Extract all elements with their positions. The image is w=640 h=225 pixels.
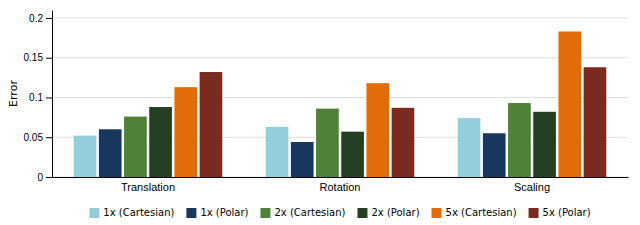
legend-item: 1x (Cartesian) bbox=[89, 207, 174, 218]
plot: 0 0.05 0.1 0.15 0.2 Translation Rotation Scalin… bbox=[24, 11, 629, 193]
y-axis-line bbox=[52, 11, 53, 178]
legend-label: 5x (Polar) bbox=[543, 207, 591, 218]
bar bbox=[266, 127, 289, 177]
y-tick-mark bbox=[46, 177, 52, 178]
bar bbox=[533, 112, 556, 177]
y-tick-mark bbox=[46, 137, 52, 138]
bar bbox=[341, 132, 364, 177]
y-axis: 0 0.05 0.1 0.15 0.2 bbox=[24, 11, 53, 183]
bar bbox=[392, 108, 415, 177]
bar bbox=[291, 142, 314, 177]
y-tick: 0.2 bbox=[29, 13, 52, 24]
legend-swatch bbox=[529, 208, 539, 218]
bar bbox=[149, 107, 172, 177]
y-axis-title: Error bbox=[7, 80, 20, 107]
legend-item: 5x (Cartesian) bbox=[432, 207, 517, 218]
grid-line bbox=[52, 97, 628, 98]
grid bbox=[52, 18, 628, 177]
y-tick-mark bbox=[46, 58, 52, 59]
legend-swatch bbox=[357, 208, 367, 218]
bars bbox=[74, 31, 607, 177]
legend-label: 5x (Cartesian) bbox=[446, 207, 517, 218]
bar-series bbox=[200, 67, 607, 177]
x-tick-label: Rotation bbox=[320, 181, 361, 193]
y-tick-mark bbox=[46, 18, 52, 19]
y-tick: 0.15 bbox=[24, 52, 52, 63]
legend-swatch bbox=[432, 208, 442, 218]
legend-item: 5x (Polar) bbox=[529, 207, 591, 218]
legend-label: 1x (Polar) bbox=[200, 207, 248, 218]
bar-series bbox=[174, 31, 581, 177]
bar bbox=[366, 83, 389, 177]
y-tick-mark bbox=[46, 97, 52, 98]
legend-label: 1x (Cartesian) bbox=[103, 207, 174, 218]
bar bbox=[99, 129, 122, 177]
x-tick: Translation bbox=[121, 181, 175, 193]
bar bbox=[483, 133, 506, 177]
y-tick: 0 bbox=[37, 172, 52, 183]
y-tick-label: 0.2 bbox=[29, 13, 43, 24]
legend-label: 2x (Polar) bbox=[371, 207, 419, 218]
legend-item: 2x (Cartesian) bbox=[260, 207, 345, 218]
x-tick-label: Scaling bbox=[514, 181, 550, 193]
y-tick-label: 0.1 bbox=[29, 92, 43, 103]
legend-item: 2x (Polar) bbox=[357, 207, 419, 218]
grid-line bbox=[52, 57, 628, 58]
x-tick: Scaling bbox=[514, 181, 550, 193]
legend-label: 2x (Cartesian) bbox=[274, 207, 345, 218]
legend-swatch bbox=[89, 208, 99, 218]
y-tick-label: 0.05 bbox=[24, 132, 44, 143]
legend-item: 1x (Polar) bbox=[186, 207, 248, 218]
legend-swatch bbox=[186, 208, 196, 218]
bar bbox=[458, 118, 481, 177]
bar bbox=[558, 31, 581, 177]
legend-swatch bbox=[260, 208, 270, 218]
chart: 0 0.05 0.1 0.15 0.2 Translation Rotation Scalin… bbox=[0, 0, 640, 225]
bar bbox=[200, 72, 223, 177]
grid-line bbox=[52, 17, 628, 18]
bar bbox=[508, 103, 531, 177]
y-tick: 0.1 bbox=[29, 92, 52, 103]
x-tick-label: Translation bbox=[121, 181, 175, 193]
y-tick: 0.05 bbox=[24, 132, 52, 143]
bar bbox=[316, 109, 339, 177]
y-tick-label: 0.15 bbox=[24, 52, 44, 63]
x-tick: Rotation bbox=[320, 181, 361, 193]
bar bbox=[174, 87, 197, 177]
legend: 1x (Cartesian) 1x (Polar) 2x (Cartesian) 2x… bbox=[89, 207, 590, 218]
bar bbox=[74, 136, 97, 177]
y-tick-label: 0 bbox=[37, 172, 43, 183]
bar bbox=[124, 117, 147, 177]
x-axis-line bbox=[53, 177, 629, 178]
x-axis: Translation Rotation Scaling bbox=[53, 178, 629, 193]
bar bbox=[584, 67, 607, 177]
